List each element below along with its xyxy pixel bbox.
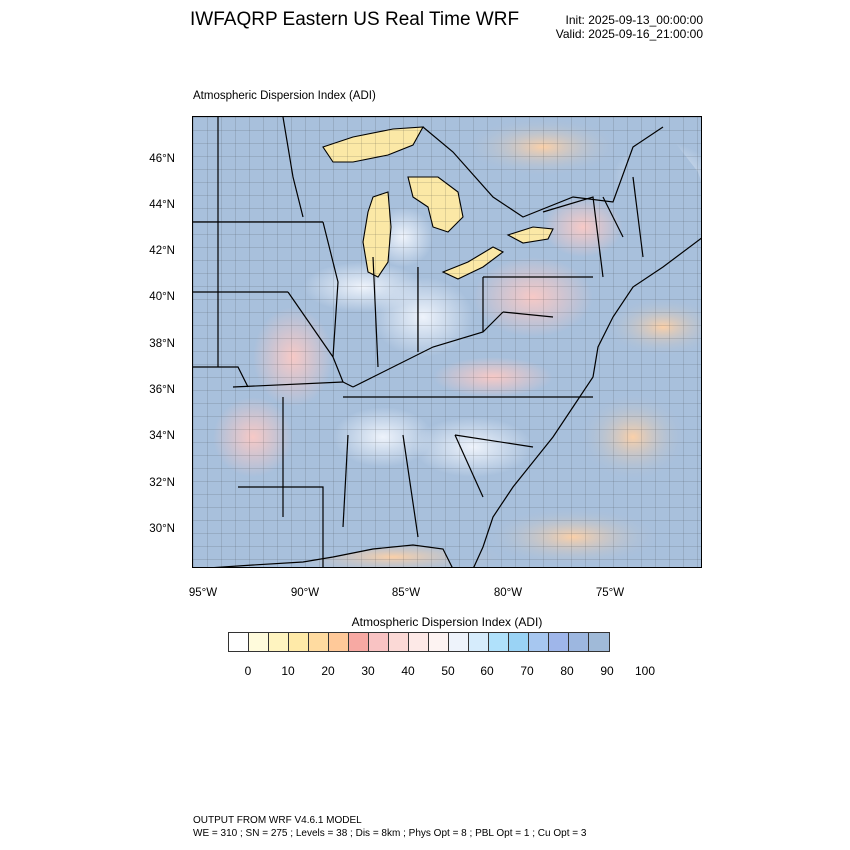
- colorbar-tick-label: 20: [321, 664, 335, 678]
- colorbar-tick-label: 70: [520, 664, 534, 678]
- colorbar-swatch: [409, 633, 429, 651]
- init-time: Init: 2025-09-13_00:00:00: [565, 13, 703, 27]
- page-title: IWFAQRP Eastern US Real Time WRF: [190, 9, 520, 30]
- gulf-coastline: [213, 544, 453, 567]
- colorbar-tick-label: 0: [244, 664, 252, 678]
- colorbar-tick-label: 100: [634, 664, 656, 678]
- colorbar-swatch: [509, 633, 529, 651]
- lat-label-34n: 34°N: [149, 430, 175, 442]
- colorbar-swatch: [549, 633, 569, 651]
- colorbar-swatch: [589, 633, 609, 651]
- canada-border: [422, 126, 664, 218]
- lat-label-44n: 44°N: [149, 199, 175, 211]
- colorbar-tick-label: 80: [560, 664, 574, 678]
- lat-label-46n: 46°N: [149, 153, 175, 165]
- colorbar-swatch: [269, 633, 289, 651]
- lat-label-40n: 40°N: [149, 291, 175, 303]
- colorbar-swatch: [489, 633, 509, 651]
- colorbar-tick-label: 30: [361, 664, 375, 678]
- colorbar-swatch: [389, 633, 409, 651]
- colorbar-swatch: [369, 633, 389, 651]
- valid-time: Valid: 2025-09-16_21:00:00: [555, 27, 703, 41]
- colorbar-swatch: [309, 633, 329, 651]
- colorbar: [228, 632, 610, 652]
- colorbar-swatch: [329, 633, 349, 651]
- lat-label-36n: 36°N: [149, 384, 175, 396]
- lat-label-32n: 32°N: [149, 477, 175, 489]
- lon-label-95w: 95°W: [188, 587, 218, 599]
- model-info-line1: OUTPUT FROM WRF V4.6.1 MODEL: [193, 815, 362, 826]
- lon-label-90w: 90°W: [290, 587, 320, 599]
- colorbar-swatch: [529, 633, 549, 651]
- colorbar-swatch: [469, 633, 489, 651]
- colorbar-swatch: [349, 633, 369, 651]
- colorbar-tick-label: 60: [480, 664, 494, 678]
- map-panel: [192, 116, 702, 568]
- colorbar-tick-label: 40: [401, 664, 415, 678]
- colorbar-tick-label: 90: [600, 664, 614, 678]
- colorbar-swatch: [429, 633, 449, 651]
- colorbar-swatch: [249, 633, 269, 651]
- coastline: [473, 237, 701, 567]
- colorbar-swatch: [569, 633, 589, 651]
- lat-label-42n: 42°N: [149, 245, 175, 257]
- colorbar-swatch: [289, 633, 309, 651]
- state-boundaries: [193, 117, 644, 567]
- colorbar-tick-label: 50: [441, 664, 455, 678]
- lon-label-75w: 75°W: [595, 587, 625, 599]
- plot-subtitle: Atmospheric Dispersion Index (ADI): [193, 90, 376, 102]
- colorbar-title: Atmospheric Dispersion Index (ADI): [351, 615, 543, 629]
- lat-label-38n: 38°N: [149, 338, 175, 350]
- model-info-line2: WE = 310 ; SN = 275 ; Levels = 38 ; Dis …: [193, 828, 587, 839]
- adi-map: [193, 117, 701, 567]
- lon-label-80w: 80°W: [493, 587, 523, 599]
- lon-label-85w: 85°W: [391, 587, 421, 599]
- colorbar-swatch: [229, 633, 249, 651]
- colorbar-swatch: [449, 633, 469, 651]
- lat-label-30n: 30°N: [149, 523, 175, 535]
- colorbar-tick-label: 10: [281, 664, 295, 678]
